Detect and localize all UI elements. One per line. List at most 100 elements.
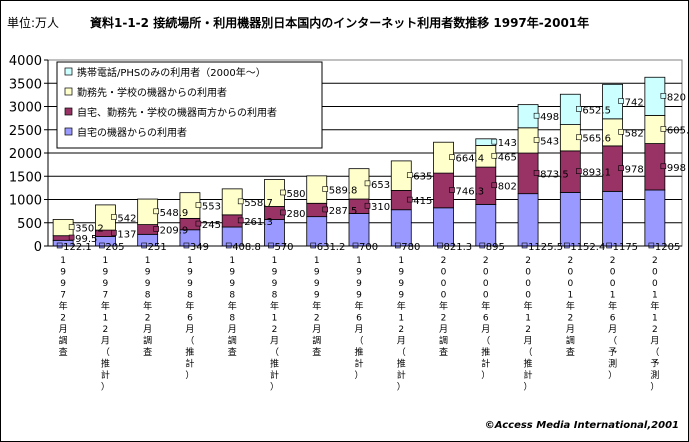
- x-category-char: （: [101, 347, 110, 358]
- x-category-char: 2: [525, 325, 531, 335]
- data-label-marker: [406, 196, 413, 203]
- data-label-marker: [111, 229, 117, 236]
- data-label: 746.3: [456, 186, 485, 197]
- x-category-char: 0: [652, 279, 658, 289]
- legend-label: 勤務先・学校の機器からの利用者: [77, 86, 227, 99]
- x-category-char: ）: [524, 382, 533, 393]
- data-label-marker: [449, 187, 455, 193]
- x-category-char: 2: [145, 314, 151, 324]
- x-category-char: （: [354, 336, 363, 347]
- x-category-char: 1: [356, 256, 362, 266]
- data-label: 580: [286, 189, 305, 200]
- x-category-char: 7: [103, 291, 109, 301]
- x-category-char: 0: [525, 279, 531, 289]
- x-category-char: 2: [441, 314, 447, 324]
- data-label: 310: [371, 202, 390, 213]
- data-label-marker: [618, 165, 624, 171]
- data-label: 408.8: [232, 242, 261, 253]
- x-category-char: 2: [567, 256, 573, 266]
- x-category-char: 2: [398, 325, 404, 335]
- x-category-char: 9: [314, 279, 320, 289]
- x-category-char: 9: [314, 268, 320, 278]
- x-category-char: 年: [354, 300, 363, 312]
- x-category-char: 査: [312, 346, 321, 358]
- legend-box: [56, 61, 323, 149]
- data-label-marker: [364, 202, 371, 209]
- data-label: 415: [413, 196, 432, 207]
- x-category-char: 9: [145, 279, 151, 289]
- x-category-char: 9: [103, 279, 109, 289]
- x-category-char: 1: [398, 314, 404, 324]
- data-label-marker: [406, 172, 413, 178]
- data-label: 205: [105, 242, 124, 253]
- x-category-char: 2: [652, 325, 658, 335]
- data-label: 978: [625, 165, 644, 176]
- x-category-char: 年: [143, 300, 152, 312]
- data-label: 664.4: [456, 154, 485, 165]
- data-label: 261.3: [244, 217, 273, 228]
- x-category-char: （: [397, 347, 406, 358]
- x-category-char: 月: [650, 336, 659, 347]
- x-category-char: 8: [229, 291, 235, 301]
- x-category-char: 9: [356, 291, 362, 301]
- data-label-marker: [322, 206, 329, 213]
- data-label: 143: [498, 138, 517, 149]
- x-category-char: 0: [567, 268, 573, 278]
- data-label: 251: [148, 242, 167, 253]
- data-label: 209.9: [160, 225, 189, 236]
- x-category-char: 査: [59, 346, 68, 358]
- data-label-marker: [153, 226, 159, 232]
- data-label: 543: [540, 136, 559, 147]
- x-category-char: 9: [398, 268, 404, 278]
- x-category-char: 9: [187, 268, 193, 278]
- x-category-char: 計: [270, 369, 279, 381]
- x-category-char: 2: [103, 325, 109, 335]
- x-category-char: （: [270, 347, 279, 358]
- x-category-char: 2: [567, 314, 573, 324]
- x-category-char: 年: [312, 300, 321, 312]
- x-category-char: （: [524, 347, 533, 358]
- legend-swatch: [64, 87, 73, 96]
- data-label: 820: [667, 92, 686, 103]
- data-label: 631.2: [317, 242, 346, 253]
- x-category-char: （: [608, 336, 617, 347]
- x-category-char: 1: [652, 291, 658, 301]
- legend-label: 自宅の機器からの利用者: [77, 126, 187, 139]
- x-category-char: 調: [439, 335, 448, 347]
- x-category-char: 9: [229, 268, 235, 278]
- x-category-char: （: [185, 336, 194, 347]
- x-category-char: 9: [60, 279, 66, 289]
- x-category-char: 6: [187, 314, 193, 324]
- x-category-char: 測: [608, 358, 617, 370]
- x-category-char: 9: [103, 268, 109, 278]
- data-label: 742: [625, 98, 644, 109]
- x-category-char: 推: [481, 346, 490, 358]
- x-category-char: 9: [356, 279, 362, 289]
- x-category-char: 調: [566, 335, 575, 347]
- data-label-marker: [533, 170, 540, 176]
- data-label-marker: [195, 202, 202, 208]
- bar-segment: [644, 189, 666, 247]
- x-category-char: 0: [441, 279, 447, 289]
- data-label-marker: [111, 214, 117, 220]
- data-label-marker: [533, 137, 540, 143]
- data-label: 582: [625, 128, 644, 139]
- data-label: 700: [359, 242, 378, 253]
- x-category-char: 計: [397, 369, 406, 381]
- data-label: 998: [667, 163, 686, 174]
- data-label-marker: [491, 182, 498, 189]
- y-tick-label: 3000: [9, 101, 42, 116]
- data-label-marker: [491, 138, 498, 145]
- x-category-char: 1: [272, 256, 278, 266]
- x-category-char: 9: [398, 279, 404, 289]
- x-category-char: 計: [185, 358, 194, 370]
- x-category-char: 1: [314, 256, 320, 266]
- bar-segment: [433, 207, 454, 247]
- x-category-char: 1: [187, 256, 193, 266]
- data-label: 821.3: [444, 242, 473, 253]
- x-category-char: 1: [103, 314, 109, 324]
- x-category-char: 0: [483, 291, 489, 301]
